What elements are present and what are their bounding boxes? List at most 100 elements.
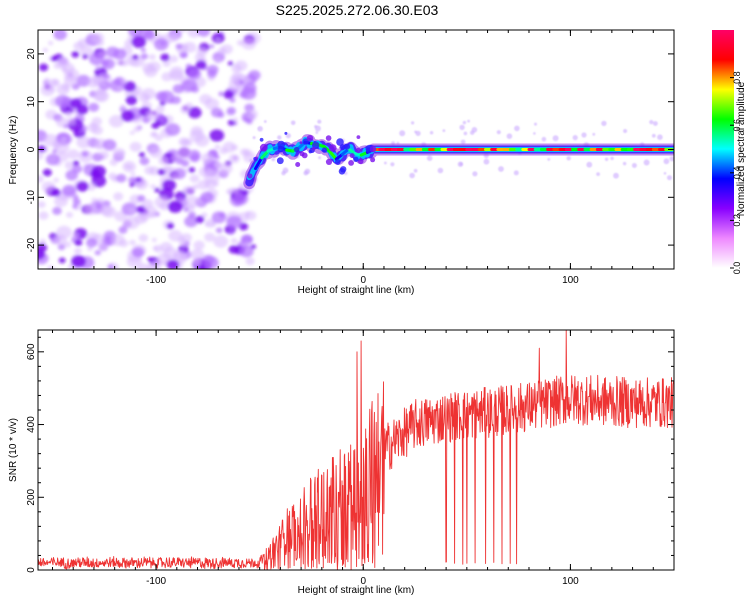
noise-blob — [160, 41, 165, 46]
noise-blob — [138, 152, 145, 158]
sparse-blob — [663, 158, 670, 165]
noise-blob — [47, 265, 55, 269]
colorbar-label: Normalized spectral amplitude — [736, 81, 747, 216]
noise-blob — [63, 68, 80, 82]
ridge-spot — [299, 141, 303, 145]
spectrogram-xlabel: Height of straight line (km) — [298, 285, 415, 296]
noise-blob — [39, 238, 47, 245]
ridge-spot — [369, 145, 377, 153]
sparse-blob — [411, 121, 415, 125]
noise-blob — [76, 74, 91, 87]
noise-blob — [135, 177, 142, 183]
ridge-spot — [306, 135, 314, 142]
sparse-blob — [498, 166, 504, 172]
sparse-blob — [534, 122, 537, 126]
noise-blob — [190, 248, 205, 261]
noise-blob — [117, 85, 123, 91]
sparse-blob — [384, 161, 387, 165]
noise-blob — [176, 147, 192, 161]
ridge-band — [243, 131, 674, 190]
noise-blob — [201, 212, 208, 218]
noise-blob — [129, 239, 136, 246]
colorbar-tick-label: 0.4 — [732, 167, 742, 180]
sparse-blob — [303, 170, 309, 176]
noise-blob — [42, 168, 52, 177]
noise-blobs — [38, 30, 261, 269]
noise-blob — [197, 30, 211, 37]
noise-blob — [120, 104, 125, 109]
noise-blob — [52, 149, 58, 154]
sparse-blob — [541, 136, 547, 142]
noise-blob — [102, 139, 117, 151]
noise-blob — [147, 257, 153, 262]
noise-blob — [239, 148, 249, 156]
noise-blob — [239, 245, 254, 258]
noise-blob — [158, 90, 175, 104]
x-tick-label: -100 — [146, 275, 166, 286]
noise-blob — [42, 47, 49, 53]
x-tick-label: 0 — [360, 275, 366, 286]
noise-blob — [89, 122, 96, 128]
noise-blob — [97, 242, 109, 252]
noise-blob — [226, 215, 242, 229]
noise-blob — [193, 240, 205, 250]
noise-blob — [214, 58, 222, 64]
snr-panel: -100 0 100 0 200 400 600 Height of straight li… — [8, 329, 675, 596]
colorbar-tick-label: 0.0 — [732, 262, 742, 275]
noise-blob — [229, 97, 236, 103]
ridge-spot — [343, 143, 351, 150]
sparse-blob — [649, 120, 654, 125]
noise-blob — [215, 227, 223, 234]
noise-blob — [227, 119, 235, 126]
noise-blob — [64, 106, 71, 112]
noise-blob — [93, 89, 107, 102]
noise-blob — [241, 189, 249, 196]
snr-xlabel: Height of straight line (km) — [298, 585, 415, 596]
noise-blob — [62, 184, 76, 197]
noise-blob — [165, 123, 181, 136]
noise-blob — [228, 154, 240, 164]
noise-blob — [76, 181, 89, 192]
noise-blob — [94, 142, 104, 150]
noise-blob — [129, 130, 135, 135]
noise-blob — [96, 204, 102, 210]
noise-blob — [137, 195, 146, 202]
noise-blob — [123, 216, 140, 230]
x-tick-label: 100 — [562, 576, 579, 587]
noise-blob — [129, 182, 135, 187]
noise-blob — [175, 157, 184, 165]
noise-blob — [107, 264, 114, 269]
sparse-blob — [581, 132, 587, 138]
ridge-spot — [321, 147, 328, 153]
noise-blob — [140, 53, 149, 60]
ridge-spot — [325, 135, 332, 141]
sparse-blob — [547, 158, 551, 161]
noise-blob — [53, 234, 67, 246]
sparse-blob — [429, 131, 434, 135]
noise-blob — [41, 181, 56, 193]
ridge-spot — [370, 157, 376, 163]
noise-blob — [52, 206, 62, 215]
noise-blob — [214, 155, 220, 160]
sparse-blob — [271, 157, 276, 162]
noise-blob — [48, 40, 54, 46]
noise-blob — [169, 69, 184, 82]
sparse-blob — [586, 161, 593, 168]
y-tick-label: 600 — [26, 343, 37, 360]
noise-blob — [204, 232, 216, 242]
sparse-blob — [601, 120, 607, 127]
sparse-blob — [514, 125, 520, 132]
noise-blob — [38, 211, 49, 220]
y-tick-label: 400 — [26, 416, 37, 433]
noise-blob — [120, 78, 128, 85]
sparse-blob — [413, 168, 418, 173]
noise-blob — [118, 226, 128, 234]
x-tick-label: -100 — [146, 576, 166, 587]
noise-blob — [162, 60, 171, 67]
noise-blob — [204, 98, 219, 110]
y-tick-label: 20 — [26, 48, 37, 60]
snr-ticks: -100 0 100 0 200 400 600 — [26, 330, 675, 587]
noise-blob — [222, 141, 236, 153]
y-tick-label: -10 — [26, 190, 37, 205]
noise-blob — [213, 235, 229, 248]
